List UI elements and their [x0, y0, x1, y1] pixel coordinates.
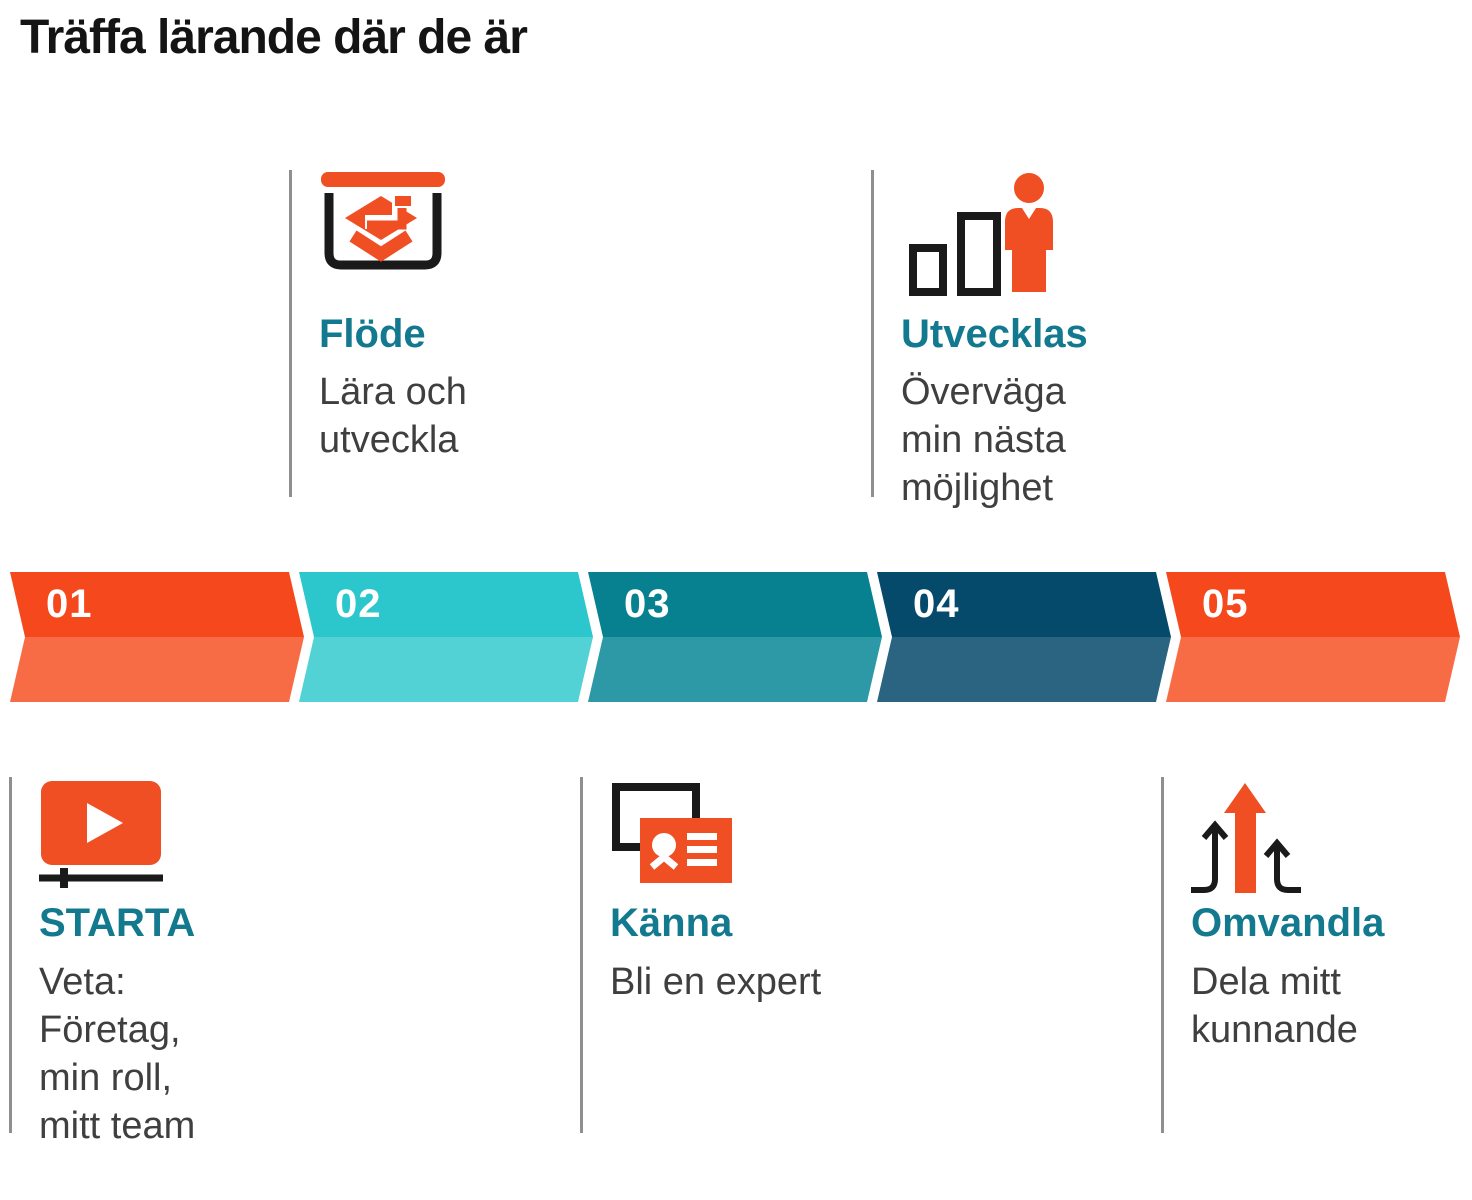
step-number-04: 04: [913, 582, 960, 626]
rising-arrows-icon: [1191, 781, 1331, 902]
annotation-heading: STARTA: [39, 901, 196, 945]
annotation-omvandla: Omvandla Dela mitt kunnande: [1161, 777, 1472, 1133]
chevron-03-top: [588, 572, 882, 637]
chevron-05-top: [1166, 572, 1460, 637]
chevron-04-bottom: [877, 637, 1171, 702]
chevron-02-bottom: [299, 637, 593, 702]
annotation-heading: Flöde: [319, 312, 426, 356]
annotation-body: Veta: Företag, min roll, mitt team: [39, 961, 196, 1147]
course-window-icon: [319, 172, 447, 281]
chevron-02-top: [299, 572, 593, 637]
chevron-01-bottom: [10, 637, 304, 702]
growth-person-icon: [901, 172, 1061, 303]
annotation-heading: Utvecklas: [901, 312, 1088, 356]
annotation-body: Dela mitt kunnande: [1191, 961, 1358, 1051]
chevron-03-bottom: [588, 637, 882, 702]
chevron-01-top: [10, 572, 304, 637]
annotation-utvecklas: Utvecklas Överväga min nästa möjlighet: [871, 170, 1164, 509]
annotation-body: Bli en expert: [610, 961, 822, 1003]
annotation-kanna: Känna Bli en expert: [580, 777, 923, 1133]
annotation-starta: STARTA Veta: Företag, min roll, mitt tea…: [9, 777, 352, 1147]
page-title: Träffa lärande där de är: [20, 11, 528, 64]
timeline-chevrons: [10, 572, 1460, 702]
annotation-body: Överväga min nästa möjlighet: [901, 371, 1066, 509]
annotation-heading: Känna: [610, 901, 733, 945]
step-number-03: 03: [624, 582, 671, 626]
step-number-01: 01: [46, 582, 93, 626]
annotation-flode: Flöde Lära och utveckla: [289, 170, 582, 497]
step-number-05: 05: [1202, 582, 1249, 626]
chevron-05-bottom: [1166, 637, 1460, 702]
annotation-body: Lära och utveckla: [319, 371, 467, 461]
step-number-02: 02: [335, 582, 382, 626]
video-player-icon: [39, 781, 165, 896]
chevron-04-top: [877, 572, 1171, 637]
id-card-icon: [610, 781, 734, 890]
annotation-heading: Omvandla: [1191, 901, 1385, 945]
